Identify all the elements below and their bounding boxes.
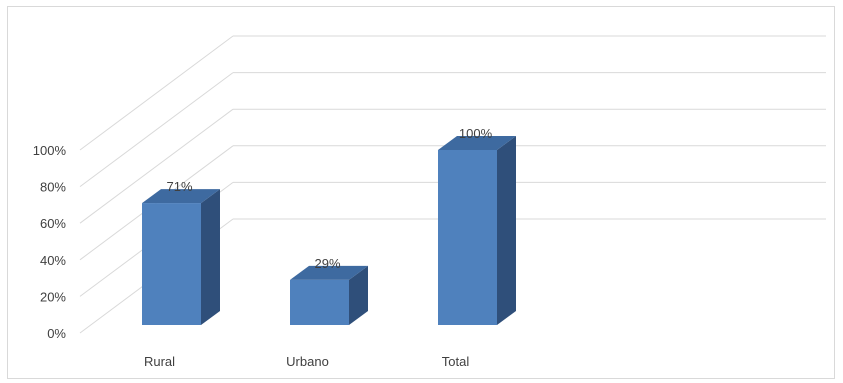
gridline-diagonal — [79, 35, 234, 151]
y-tick-label: 40% — [40, 253, 66, 268]
data-label: 100% — [459, 126, 493, 141]
gridline-diagonal-hidden — [80, 0, 233, 113]
gridline-diagonal — [79, 72, 234, 188]
x-axis-category-labels: Rural Urbano Total — [144, 354, 469, 369]
bar-rural: 71% — [142, 179, 220, 325]
data-label: 71% — [166, 179, 192, 194]
gridline-diagonal — [79, 108, 234, 224]
gridlines — [79, 0, 826, 334]
x-category-label: Rural — [144, 354, 175, 369]
bar-top — [290, 265, 368, 280]
y-axis-tick-labels: 0% 20% 40% 60% 80% 100% — [33, 143, 67, 341]
bar-side — [497, 136, 516, 325]
data-label: 29% — [314, 256, 340, 271]
y-tick-label: 0% — [47, 326, 66, 341]
bar-side — [349, 265, 368, 325]
y-tick-label: 60% — [40, 216, 66, 231]
chart-frame — [7, 6, 835, 379]
bar-top — [142, 189, 220, 204]
bar-front — [438, 150, 497, 325]
bar-front — [290, 279, 349, 325]
x-category-label: Total — [442, 354, 470, 369]
y-tick-label: 100% — [33, 143, 67, 158]
y-tick-label: 20% — [40, 289, 66, 304]
bar-urbano: 29% — [290, 256, 368, 325]
bar-front — [142, 203, 201, 325]
x-category-label: Urbano — [286, 354, 329, 369]
y-tick-label: 80% — [40, 180, 66, 195]
bar-total: 100% — [438, 126, 516, 325]
bars: 71% 29% 100% — [142, 126, 516, 325]
bar-side — [201, 189, 220, 325]
bar-top — [438, 136, 516, 150]
gridline-diagonal-hidden — [80, 0, 233, 76]
